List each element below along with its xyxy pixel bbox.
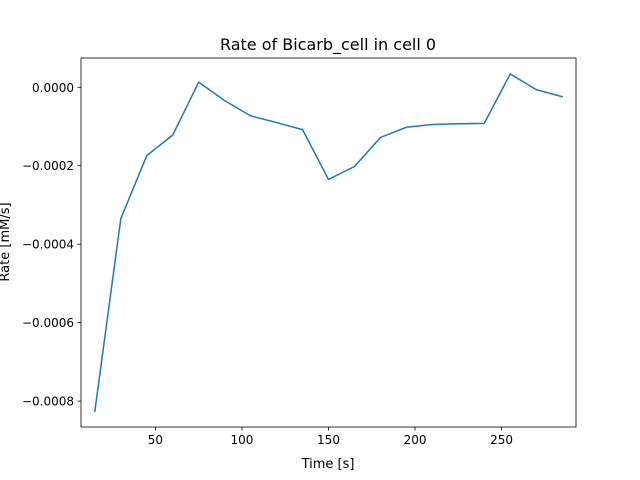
- x-tick-label: 200: [404, 433, 427, 447]
- y-tick-label: −0.0002: [22, 159, 74, 173]
- y-tick-label: −0.0008: [22, 395, 74, 409]
- x-axis-label: Time [s]: [301, 457, 355, 472]
- y-tick-label: 0.0000: [32, 81, 74, 95]
- series-line-bicarb-cell: [94, 73, 564, 413]
- x-tick-label: 150: [317, 433, 340, 447]
- x-tick-label: 100: [231, 433, 254, 447]
- y-tick-label: −0.0004: [22, 238, 74, 252]
- x-tick-label: 50: [148, 433, 163, 447]
- plot-area: 50 100 150 200 250 0.0000 −0.0002 −0.0004 −0.000…: [22, 57, 577, 447]
- x-tick-label: 250: [490, 433, 513, 447]
- chart-title: Rate of Bicarb_cell in cell 0: [220, 35, 436, 55]
- y-axis-label: Rate [mM/s]: [0, 202, 13, 281]
- y-tick-label: −0.0006: [22, 316, 74, 330]
